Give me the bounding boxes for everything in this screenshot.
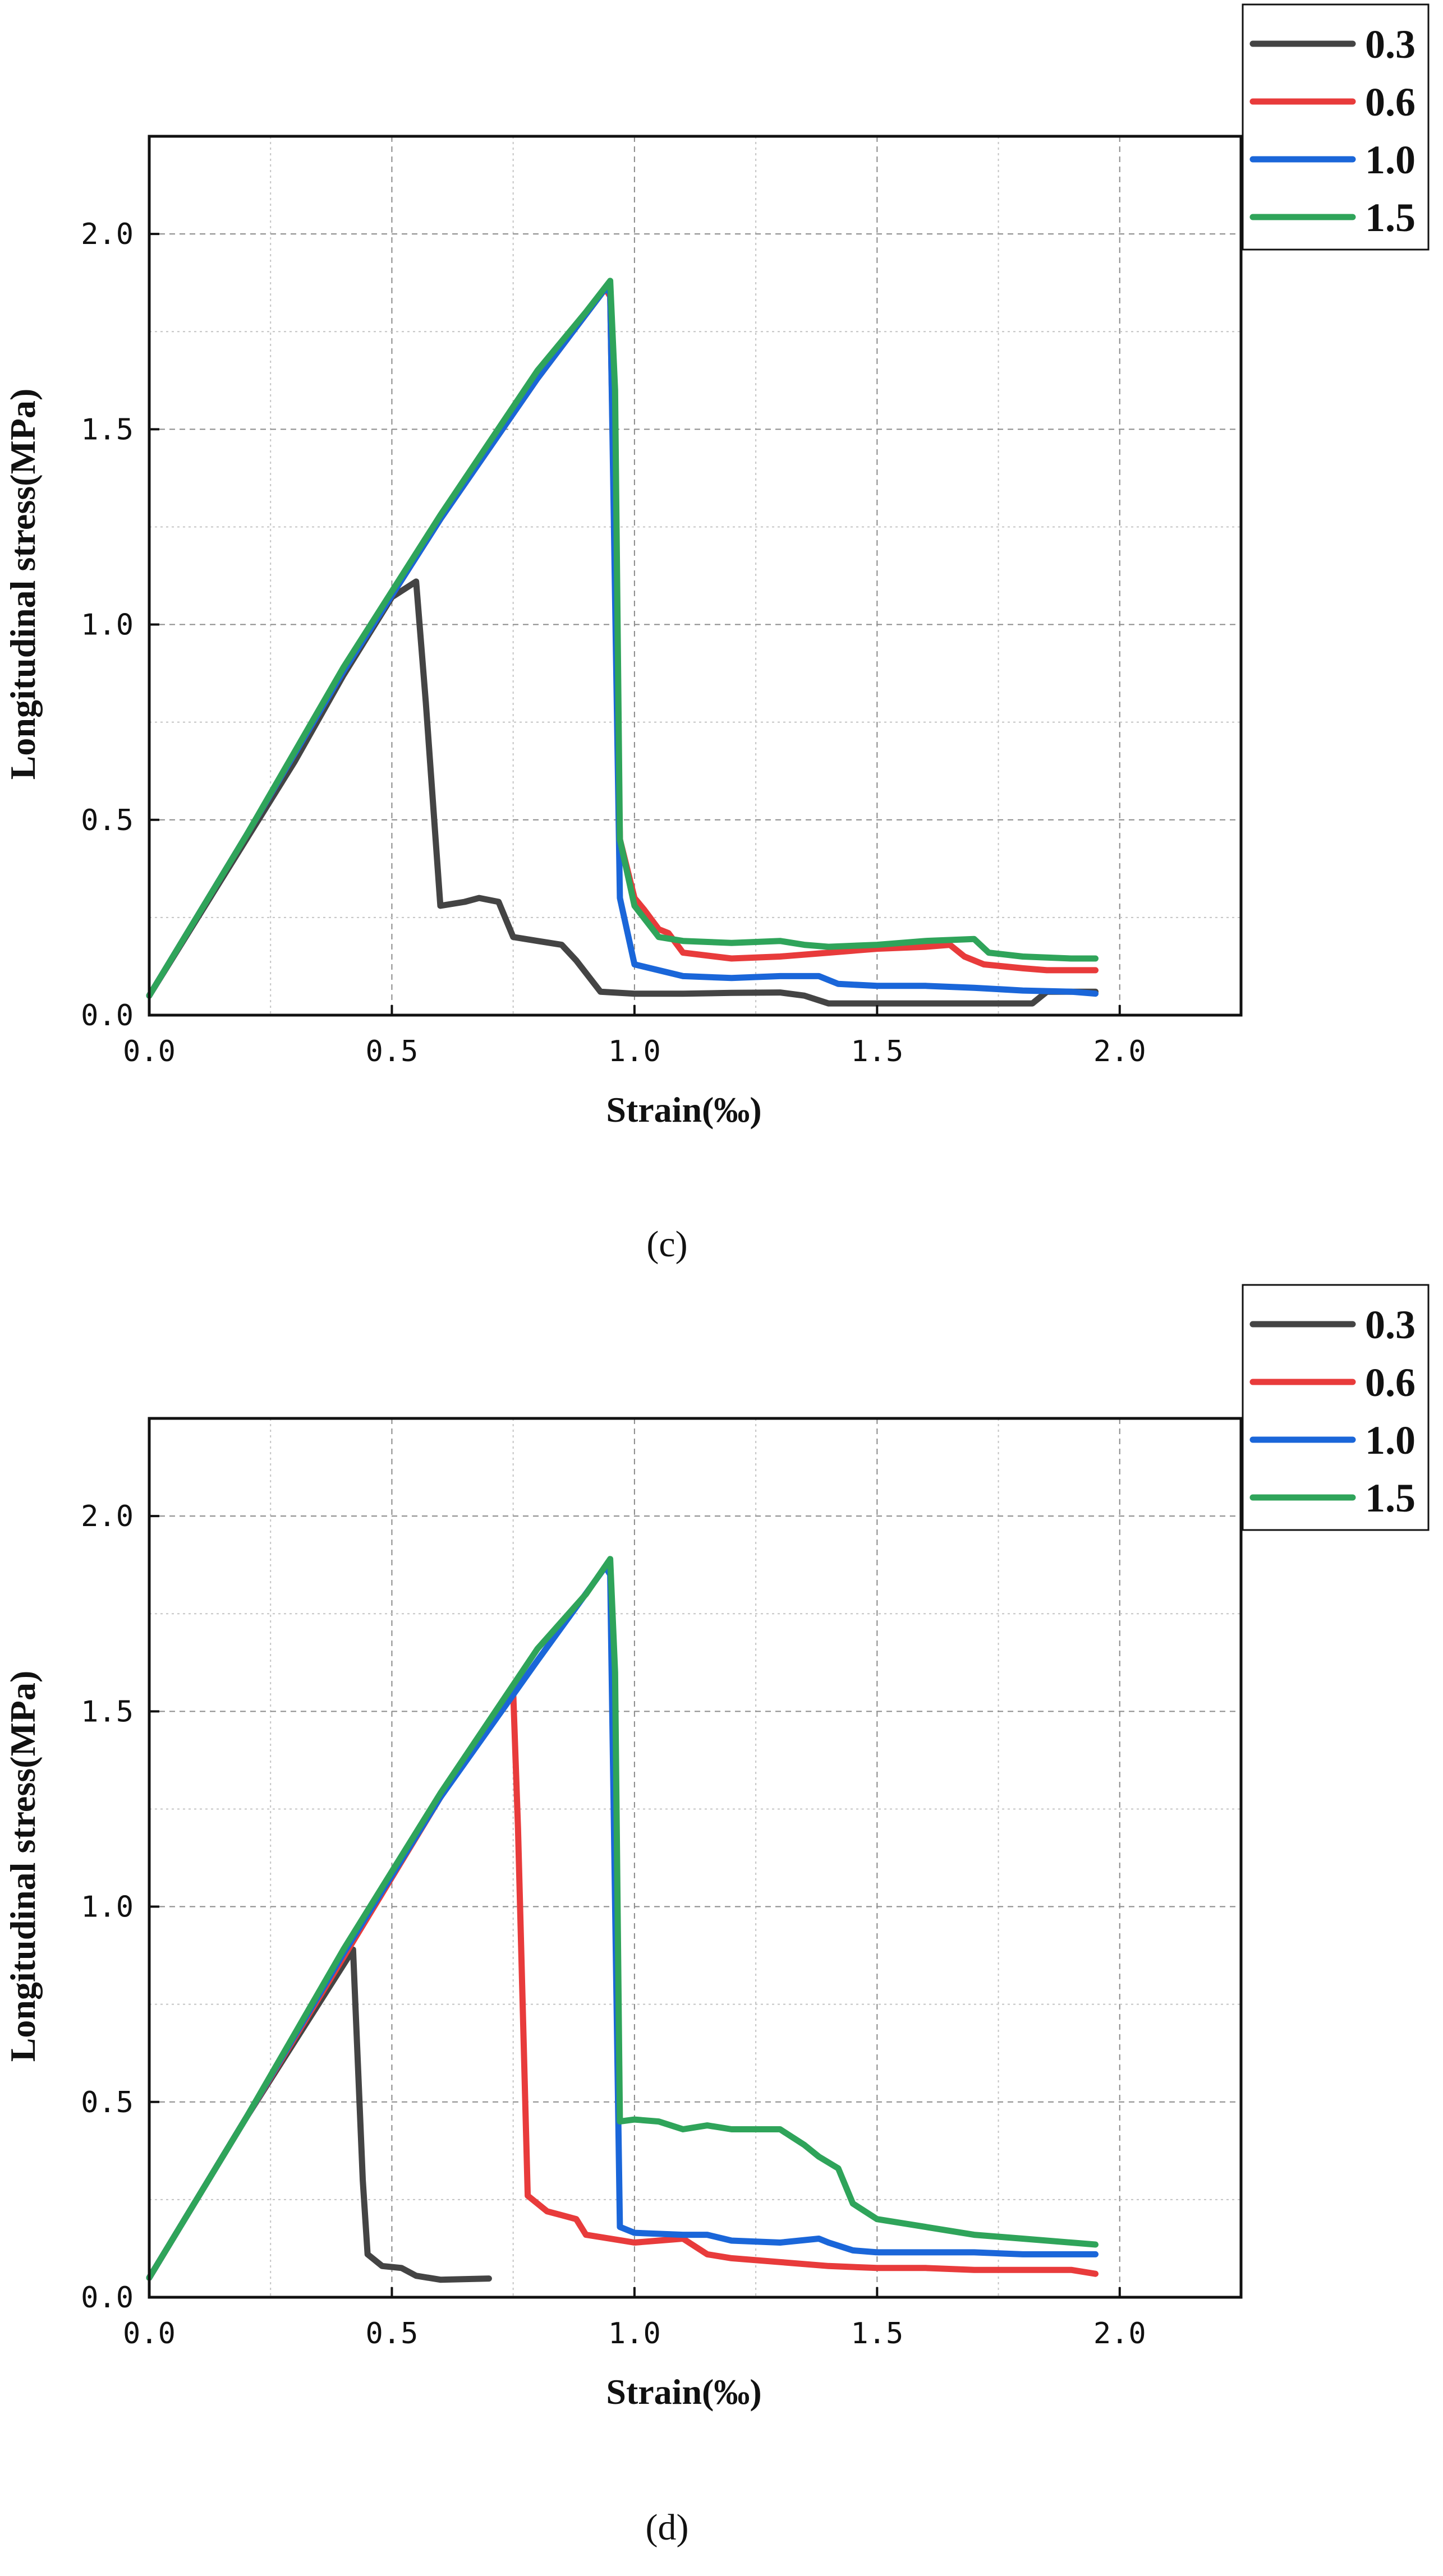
series-line-1-5 (146, 1556, 1099, 2281)
y-tick-label: 1.5 (81, 1695, 134, 1729)
x-tick-label: 1.5 (851, 1035, 903, 1068)
chart-panel: 0.00.0 0.5 0.5 1.0 1.0 1.5 1.5 2.0 2.0 Strain(‰) L… (3, 3, 1430, 1265)
x-axis-label: Strain(‰) (606, 1090, 761, 1130)
series-line-1-0 (146, 285, 1099, 999)
grid (149, 1418, 1241, 2297)
y-tick-label: 0.0 (81, 2281, 134, 2315)
y-axis-label: Longitudinal stress(MPa) (3, 1671, 43, 2062)
x-tick-label: 0.5 (365, 1035, 418, 1068)
y-tick-label: 1.0 (81, 1891, 134, 1924)
panels: 0.00.00.50.51.01.01.51.52.02.0Strain(‰)L… (3, 3, 1430, 2548)
y-tick-label: 1.5 (81, 413, 134, 446)
x-tick-label: 0.0 (123, 1035, 176, 1068)
y-tick-label: 0.5 (81, 2086, 134, 2119)
panel-caption: (c) (646, 1224, 687, 1265)
x-tick-label: 2.0 (1093, 1035, 1146, 1068)
legend: 0.3 0.6 1.0 1.5 (1242, 1284, 1430, 1531)
series-group (146, 278, 1099, 1007)
legend-label: 1.5 (1365, 195, 1416, 240)
y-tick-label: 2.0 (81, 218, 134, 251)
panel-caption: (d) (646, 2507, 689, 2548)
x-tick-label: 1.0 (608, 2317, 661, 2351)
legend-label: 1.0 (1365, 137, 1416, 182)
y-tick-label: 0.0 (81, 999, 134, 1033)
y-axis-label: Longitudinal stress(MPa) (3, 389, 43, 780)
series-line-1-0 (146, 1564, 1099, 2281)
y-tick-label: 2.0 (81, 1500, 134, 1533)
grid (149, 136, 1241, 1015)
legend-label: 0.3 (1365, 1302, 1416, 1347)
legend-label: 0.6 (1365, 1360, 1416, 1405)
legend: 0.3 0.6 1.0 1.5 (1242, 3, 1430, 251)
x-axis-label: Strain(‰) (606, 2372, 761, 2412)
x-tick-label: 2.0 (1093, 2317, 1146, 2351)
plot-frame (148, 135, 1243, 1017)
y-tick-label: 1.0 (81, 609, 134, 642)
legend-label: 1.0 (1365, 1418, 1416, 1463)
series-line-1-5 (146, 278, 1099, 999)
chart-panel: 0.00.0 0.5 0.5 1.0 1.0 1.5 1.5 2.0 2.0 Strain(‰) L… (3, 1284, 1430, 2548)
y-tick-label: 0.5 (81, 804, 134, 837)
x-tick-label: 1.0 (608, 1035, 661, 1068)
legend-label: 0.3 (1365, 22, 1416, 67)
x-tick-label: 1.5 (851, 2317, 903, 2351)
x-tick-label: 0.5 (365, 2317, 418, 2351)
legend-label: 1.5 (1365, 1476, 1416, 1520)
plot-frame (148, 1417, 1243, 2299)
legend-label: 0.6 (1365, 80, 1416, 125)
x-tick-label: 0.0 (123, 2317, 176, 2351)
series-group (146, 1556, 1099, 2283)
